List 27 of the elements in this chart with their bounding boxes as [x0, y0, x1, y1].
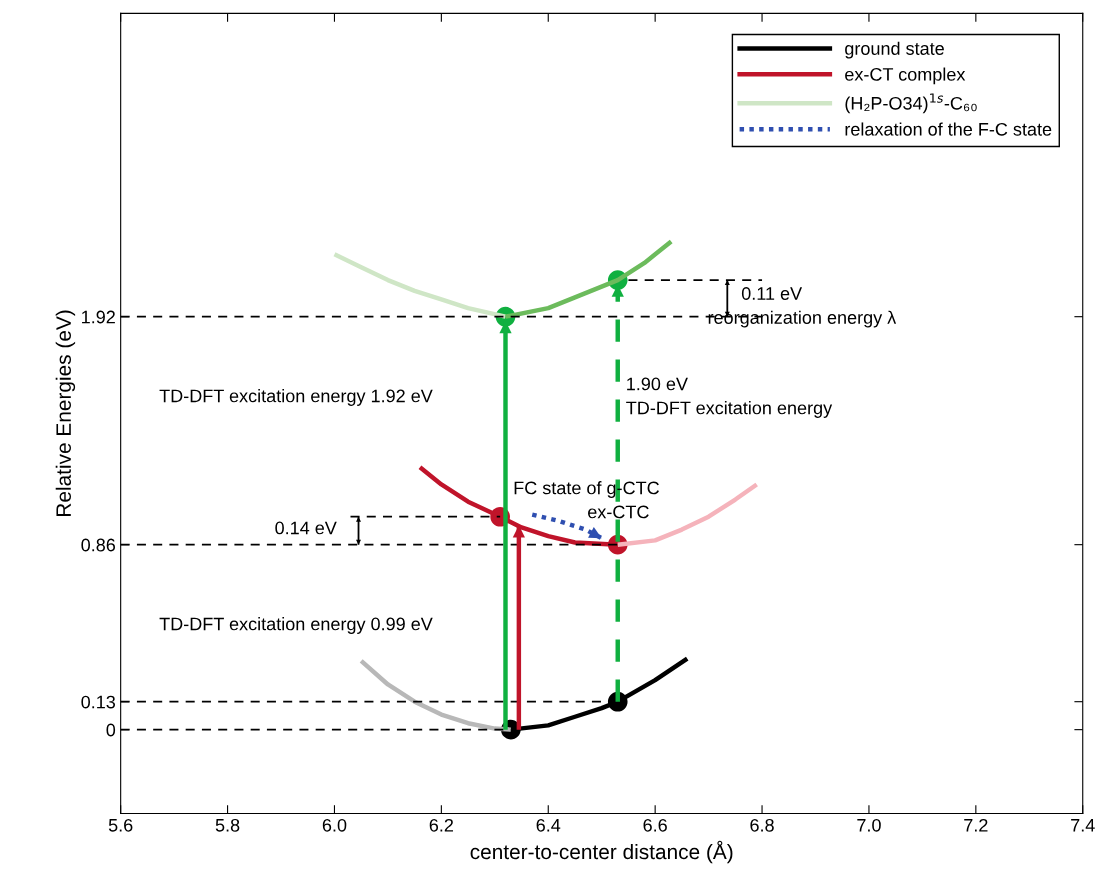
x-tick-label: 6.0 — [322, 818, 347, 832]
annotation: 1.90 eV — [627, 377, 688, 391]
y-tick-label: 0.13 — [81, 695, 116, 709]
legend-label: relaxation of the F-C state — [845, 122, 1052, 136]
y-axis-title: Relative Energies (eV) — [55, 310, 76, 516]
x-tick-label: 6.8 — [750, 818, 774, 832]
annotation: TD-DFT excitation energy 0.99 eV — [159, 617, 433, 634]
annotation: TD-DFT excitation energy 1.92 eV — [159, 389, 433, 406]
legend-label: ground state — [845, 41, 944, 59]
x-tick-label: 5.8 — [215, 818, 240, 832]
x-tick-label: 6.2 — [429, 818, 453, 832]
annotation: ex-CTC — [588, 505, 649, 519]
y-tick-label: 0.86 — [81, 538, 116, 552]
x-tick-label: 7.4 — [1071, 819, 1095, 832]
legend-label: (H₂P-O34)$^{1s}$-C₆₀ — [845, 93, 977, 114]
x-tick-label: 7.0 — [857, 818, 881, 832]
x-tick-label: 7.2 — [964, 818, 988, 832]
x-tick-label: 6.4 — [536, 818, 561, 832]
annotation: 0.14 eV — [275, 521, 337, 535]
annotation: TD-DFT excitation energy — [626, 401, 833, 418]
annotation: 0.11 eV — [741, 287, 803, 300]
x-axis-title: center-to-center distance (Å) — [470, 840, 733, 864]
legend-label: ex-CT complex — [845, 67, 966, 85]
y-tick-label: 0 — [106, 723, 116, 737]
x-tick-label: 6.6 — [643, 818, 667, 832]
x-tick-label: 5.6 — [108, 818, 133, 832]
y-tick-label: 1.92 — [82, 310, 115, 324]
